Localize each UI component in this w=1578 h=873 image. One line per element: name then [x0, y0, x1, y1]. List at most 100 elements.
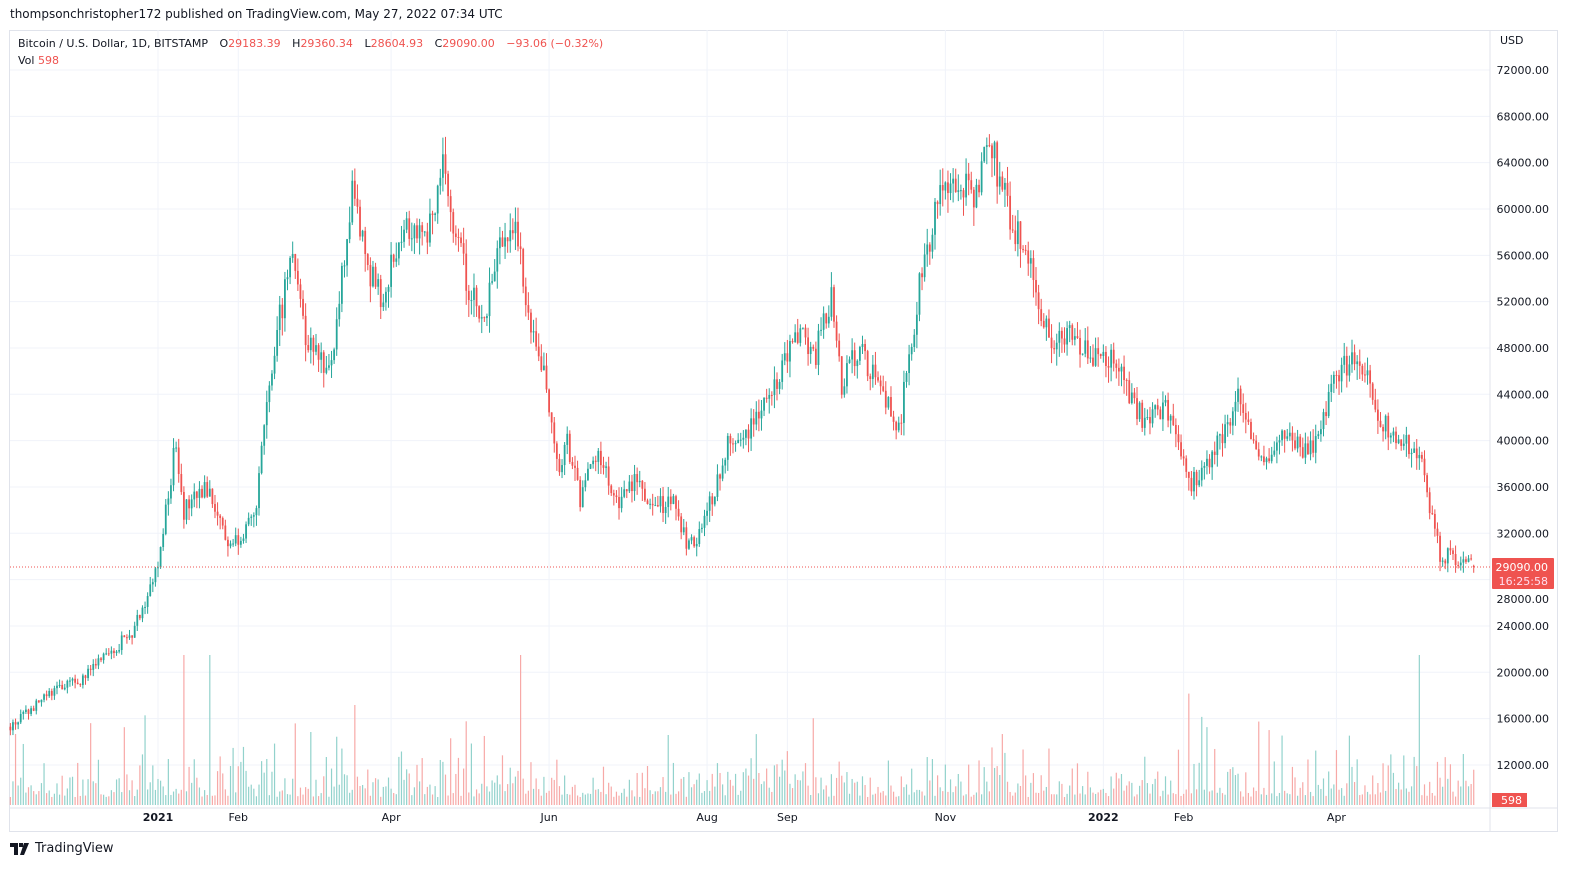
volume-bar [1418, 655, 1420, 805]
candle-body [789, 341, 791, 362]
candle-body [1037, 292, 1040, 310]
volume-bar [258, 784, 260, 805]
volume-bar [211, 795, 213, 805]
candle-body [351, 180, 354, 223]
candle-body [1384, 415, 1387, 432]
volume-bar [1211, 790, 1213, 805]
volume-bar [97, 759, 100, 805]
volume-bar [1408, 791, 1410, 805]
candle-body [770, 394, 773, 396]
volume-bar [403, 779, 405, 805]
candle-body [975, 184, 978, 208]
volume-bar [302, 794, 304, 805]
candle-body [1361, 365, 1364, 375]
volume-bar [183, 655, 185, 805]
volume-bar [248, 786, 250, 805]
candle-body [359, 206, 361, 237]
volume-bar [898, 796, 900, 805]
volume-bar [240, 761, 242, 805]
candle-body [1027, 250, 1030, 264]
volume-bar [374, 778, 377, 805]
volume-tag-value: 598 [1501, 794, 1522, 807]
volume-bar [947, 791, 949, 805]
volume-bar [1157, 771, 1159, 805]
volume-bar [271, 771, 273, 805]
volume-bar [1447, 778, 1449, 805]
candle-body [1089, 357, 1092, 359]
volume-value: 598 [37, 54, 59, 67]
candle-body [934, 201, 936, 235]
candle-body [1454, 554, 1457, 566]
volume-bar [1315, 750, 1317, 805]
bar-countdown: 16:25:58 [1499, 575, 1548, 588]
volume-bar [159, 780, 162, 805]
candle-body [379, 279, 382, 308]
volume-bar [1297, 795, 1299, 805]
candle-body [1190, 477, 1193, 492]
volume-bar [618, 795, 620, 805]
volume-bar [1322, 778, 1325, 805]
candle-body [664, 507, 667, 514]
volume-bar [30, 785, 32, 805]
candle-body [1288, 432, 1291, 437]
candle-body [1105, 351, 1107, 366]
candle-body [947, 182, 949, 194]
candle-body [742, 437, 745, 440]
candle-body [63, 687, 66, 690]
volume-bar [1208, 791, 1211, 805]
volume-bar [1346, 783, 1348, 805]
volume-bar [1426, 795, 1428, 805]
volume-bar [1043, 790, 1045, 805]
candle-body [1193, 471, 1195, 492]
volume-bar [1164, 776, 1167, 805]
volume-bar [232, 747, 234, 805]
candle-body [35, 700, 38, 711]
currency-label[interactable]: USD [1500, 34, 1524, 47]
candle-body [985, 145, 988, 147]
candle-body [706, 510, 708, 516]
high-value: 29360.34 [300, 37, 353, 50]
volume-bar [1348, 735, 1350, 805]
candle-body [317, 345, 320, 360]
volume-bar [372, 782, 374, 805]
volume-bar [1198, 762, 1200, 805]
volume-bar [988, 791, 990, 805]
candle-body [97, 658, 100, 666]
volume-bar [395, 794, 397, 805]
volume-bar [1377, 783, 1379, 805]
volume-bar [589, 793, 592, 805]
volume-bar [729, 779, 731, 805]
candle-body [1195, 471, 1198, 486]
volume-bar [343, 774, 346, 805]
volume-bar [1076, 763, 1079, 805]
volume-bar [566, 793, 568, 805]
tradingview-logo[interactable]: TradingView [10, 841, 114, 856]
candle-body [825, 313, 828, 324]
candle-body [773, 379, 776, 396]
candle-body [713, 496, 716, 505]
volume-bar [838, 761, 840, 805]
candle-body [1115, 363, 1118, 368]
volume-bar [263, 772, 265, 805]
candle-body [644, 488, 646, 501]
candle-body [467, 290, 470, 301]
time-tick-label: Feb [229, 811, 248, 824]
candle-body [1156, 405, 1159, 410]
candle-body [457, 236, 460, 238]
volume-bar [1071, 768, 1073, 805]
volume-bar [385, 786, 387, 805]
volume-bar [439, 759, 441, 805]
candle-body [1200, 467, 1203, 481]
volume-bar [320, 793, 322, 805]
volume-bar [266, 758, 268, 805]
symbol-title[interactable]: Bitcoin / U.S. Dollar, 1D, BITSTAMP [18, 37, 208, 50]
candle-body [962, 190, 965, 198]
candle-body [1226, 422, 1229, 425]
candle-body [952, 178, 955, 184]
volume-bar [1167, 794, 1169, 805]
candle-body [846, 363, 848, 387]
volume-bar [317, 796, 320, 805]
volume-bar [1056, 794, 1058, 805]
volume-bar [128, 790, 131, 805]
